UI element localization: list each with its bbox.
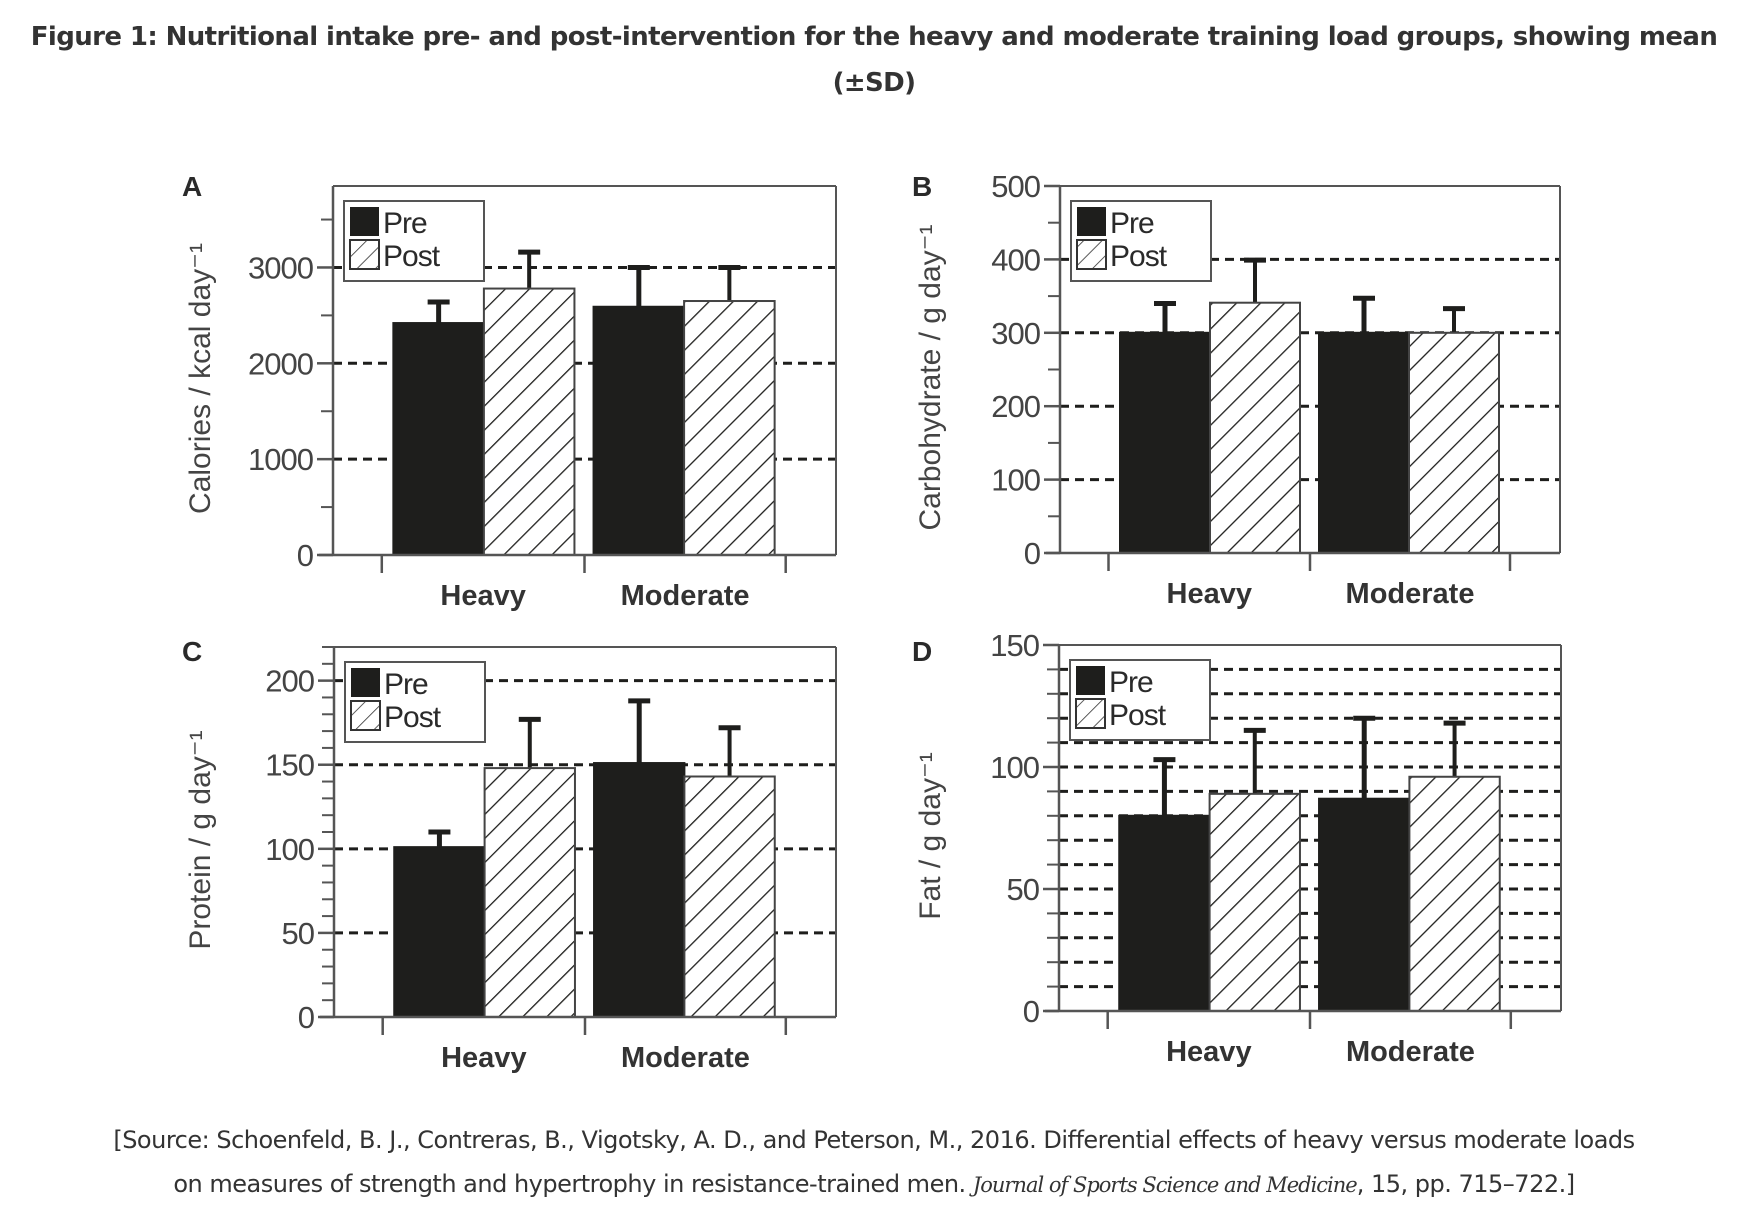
- panel-letter: D: [912, 636, 932, 667]
- figure-source: [Source: Schoenfeld, B. J., Contreras, B…: [0, 1118, 1748, 1207]
- bar-moderate-pre: [1318, 331, 1410, 554]
- legend-swatch-post: [350, 700, 381, 731]
- legend-label-post: Post: [384, 701, 442, 734]
- legend-swatch-post: [349, 239, 380, 270]
- panel-b: B 0 100 200 300 400 500 Heavy Moderate Carbohydra…: [912, 169, 1561, 610]
- legend-swatch-pre: [1077, 207, 1106, 236]
- source-line-2-end: , 15, pp. 715–722.]: [1356, 1170, 1575, 1198]
- y-tick-label: 50: [282, 916, 315, 951]
- bar-heavy-pre: [392, 322, 485, 556]
- y-tick-label: 2000: [248, 346, 314, 381]
- bar-moderate-pre: [1318, 797, 1411, 1012]
- y-tick-label: 150: [265, 748, 314, 783]
- y-axis-label: Calories / kcal day⁻¹: [184, 243, 217, 514]
- bar-moderate-pre: [592, 305, 686, 556]
- figure-title: Figure 1: Nutritional intake pre- and po…: [0, 14, 1748, 106]
- panel-d: D 0 50 100 150 Heavy Moderate Fat / g day⁻¹ PreP…: [912, 628, 1562, 1068]
- bar-moderate-post: [683, 300, 776, 557]
- y-tick-label: 300: [991, 316, 1040, 351]
- panel-a: A 0 1000 2000 3000 Heavy Moderate Calories / kc…: [182, 171, 837, 612]
- x-category-label: Heavy: [441, 1042, 526, 1074]
- bar-heavy-pre: [1119, 331, 1211, 554]
- figure-title-line-2: (±SD): [832, 68, 916, 98]
- x-category-label: Moderate: [1346, 578, 1475, 610]
- legend-swatch-post: [1075, 698, 1106, 729]
- y-tick-label: 0: [1023, 994, 1040, 1029]
- figure-title-line-1: Figure 1: Nutritional intake pre- and po…: [30, 22, 1718, 52]
- y-tick-label: 200: [991, 389, 1040, 424]
- y-tick-label: 500: [991, 169, 1040, 204]
- panel-letter: B: [912, 171, 932, 202]
- y-tick-label: 150: [990, 628, 1039, 663]
- source-line-2: on measures of strength and hypertrophy …: [0, 1162, 1748, 1207]
- source-journal: Journal of Sports Science and Medicine: [972, 1173, 1358, 1197]
- legend-label-pre: Pre: [384, 668, 428, 701]
- legend-swatch-post: [1076, 239, 1107, 270]
- legend-label-post: Post: [1110, 240, 1168, 273]
- bar-heavy-post: [1209, 301, 1301, 554]
- source-line-1: [Source: Schoenfeld, B. J., Contreras, B…: [113, 1126, 1635, 1154]
- legend-swatch-pre: [351, 668, 380, 697]
- y-tick-label: 100: [990, 750, 1039, 785]
- y-tick-label: 3000: [248, 250, 314, 285]
- legend-label-pre: Pre: [1110, 207, 1154, 240]
- legend-swatch-pre: [1076, 666, 1105, 695]
- legend-label-post: Post: [1109, 699, 1167, 732]
- bar-heavy-post: [482, 287, 576, 556]
- bar-moderate-post: [683, 775, 776, 1018]
- x-category-label: Heavy: [1166, 1036, 1251, 1068]
- x-category-label: Heavy: [1167, 578, 1252, 610]
- y-tick-label: 0: [298, 1000, 315, 1035]
- x-category-label: Heavy: [440, 580, 525, 612]
- y-tick-label: 200: [265, 664, 314, 699]
- x-category-label: Moderate: [1346, 1036, 1475, 1068]
- panel-letter: A: [182, 171, 202, 202]
- bar-heavy-post: [483, 767, 576, 1018]
- bar-heavy-pre: [1118, 814, 1211, 1012]
- y-tick-label: 0: [1024, 536, 1041, 571]
- legend-label-post: Post: [383, 240, 441, 273]
- x-category-label: Moderate: [621, 580, 750, 612]
- y-tick-label: 1000: [248, 442, 314, 477]
- y-tick-label: 100: [265, 832, 314, 867]
- legend-label-pre: Pre: [1109, 666, 1153, 699]
- source-line-2-text: on measures of strength and hypertrophy …: [173, 1170, 973, 1198]
- y-tick-label: 50: [1007, 872, 1040, 907]
- panel-letter: C: [182, 636, 202, 667]
- y-axis-label: Fat / g day⁻¹: [914, 752, 947, 920]
- bar-heavy-pre: [393, 846, 486, 1018]
- bar-moderate-post: [1408, 331, 1500, 554]
- bar-heavy-post: [1208, 792, 1301, 1013]
- y-tick-label: 0: [297, 538, 314, 573]
- y-tick-label: 400: [991, 242, 1040, 277]
- x-category-label: Moderate: [621, 1042, 750, 1074]
- bar-moderate-post: [1408, 775, 1501, 1013]
- legend-label-pre: Pre: [383, 207, 427, 240]
- y-tick-label: 100: [991, 463, 1040, 498]
- legend-swatch-pre: [350, 207, 379, 236]
- y-axis-label: Carbohydrate / g day⁻¹: [914, 224, 947, 530]
- y-axis-label: Protein / g day⁻¹: [184, 730, 217, 949]
- panel-c: C 0 50 100 150 200 Heavy Moderate Protein / g da…: [182, 636, 837, 1074]
- bar-moderate-pre: [593, 762, 686, 1019]
